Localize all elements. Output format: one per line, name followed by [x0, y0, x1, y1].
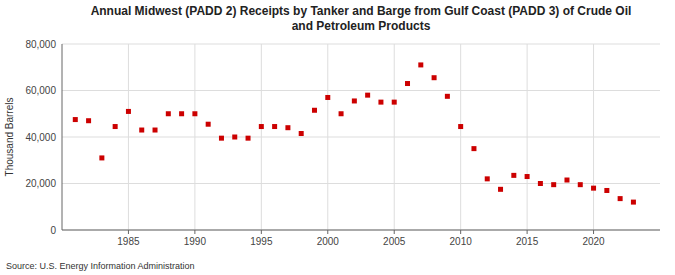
point — [339, 111, 344, 116]
grid-line — [394, 44, 395, 230]
y-tick-label: 20,000 — [25, 178, 56, 189]
point — [551, 182, 556, 187]
source: Source: U.S. Energy Information Administ… — [6, 261, 195, 271]
point — [73, 117, 78, 122]
point — [485, 176, 490, 181]
x-tick-label: 2010 — [450, 236, 473, 247]
x-tick — [327, 230, 328, 234]
x-tick — [527, 230, 528, 234]
x-tick-label: 2015 — [516, 236, 539, 247]
x-tick-label: 1985 — [117, 236, 140, 247]
y-axis-label: Thousand Barrels — [4, 98, 15, 177]
x-axis-line — [62, 230, 660, 231]
point — [192, 111, 197, 116]
point — [578, 182, 583, 187]
point — [604, 188, 609, 193]
point — [325, 95, 330, 100]
point — [352, 98, 357, 103]
point — [405, 81, 410, 86]
axes: 0 20,000 40,000 60,000 80,000 1985 1990 1995 200… — [25, 39, 660, 248]
point — [458, 124, 463, 129]
grid — [62, 44, 660, 230]
points — [73, 62, 636, 204]
point — [618, 196, 623, 201]
point — [126, 109, 131, 114]
y-tick-label: 40,000 — [25, 132, 56, 143]
x-tick — [128, 230, 129, 234]
point — [179, 111, 184, 116]
point — [299, 131, 304, 136]
x-tick — [460, 230, 461, 234]
x-tick-label: 2005 — [383, 236, 406, 247]
y-tick-label: 0 — [50, 225, 56, 236]
grid-line — [261, 44, 262, 230]
point — [285, 125, 290, 130]
grid-line — [194, 44, 195, 230]
point — [259, 124, 264, 129]
point — [153, 128, 158, 133]
title: Annual Midwest (PADD 2) Receipts by Tank… — [91, 4, 632, 33]
point — [219, 136, 224, 141]
grid-line — [128, 44, 129, 230]
point — [525, 174, 530, 179]
x-tick-label: 2020 — [582, 236, 605, 247]
point — [246, 136, 251, 141]
y-axis-line — [62, 44, 63, 230]
grid-line — [527, 44, 528, 230]
point — [418, 62, 423, 67]
grid-line — [62, 183, 660, 184]
point — [445, 94, 450, 99]
x-tick — [261, 230, 262, 234]
point — [166, 111, 171, 116]
point — [498, 187, 503, 192]
point — [538, 181, 543, 186]
y-tick-label: 80,000 — [25, 39, 56, 50]
point — [206, 122, 211, 127]
point — [272, 124, 277, 129]
point — [471, 146, 476, 151]
y-tick-label: 60,000 — [25, 85, 56, 96]
point — [113, 124, 118, 129]
point — [631, 200, 636, 205]
grid-line — [62, 44, 660, 45]
point — [99, 155, 104, 160]
grid-line — [62, 90, 660, 91]
chart: Annual Midwest (PADD 2) Receipts by Tank… — [0, 0, 675, 275]
point — [86, 118, 91, 123]
grid-line — [327, 44, 328, 230]
grid-line — [62, 137, 660, 138]
point — [365, 93, 370, 98]
point — [432, 75, 437, 80]
point — [591, 186, 596, 191]
x-tick-label: 2000 — [317, 236, 340, 247]
point — [232, 135, 237, 140]
x-tick — [593, 230, 594, 234]
grid-line — [593, 44, 594, 230]
x-tick-label: 1995 — [250, 236, 273, 247]
title-line: Annual Midwest (PADD 2) Receipts by Tank… — [91, 4, 632, 18]
point — [392, 100, 397, 105]
grid-line — [460, 44, 461, 230]
point — [564, 178, 569, 183]
point — [378, 100, 383, 105]
point — [139, 128, 144, 133]
x-tick — [194, 230, 195, 234]
title-line: and Petroleum Products — [292, 19, 431, 33]
x-tick — [394, 230, 395, 234]
point — [511, 173, 516, 178]
point — [312, 108, 317, 113]
grid-line — [62, 230, 660, 231]
x-tick-label: 1990 — [184, 236, 207, 247]
